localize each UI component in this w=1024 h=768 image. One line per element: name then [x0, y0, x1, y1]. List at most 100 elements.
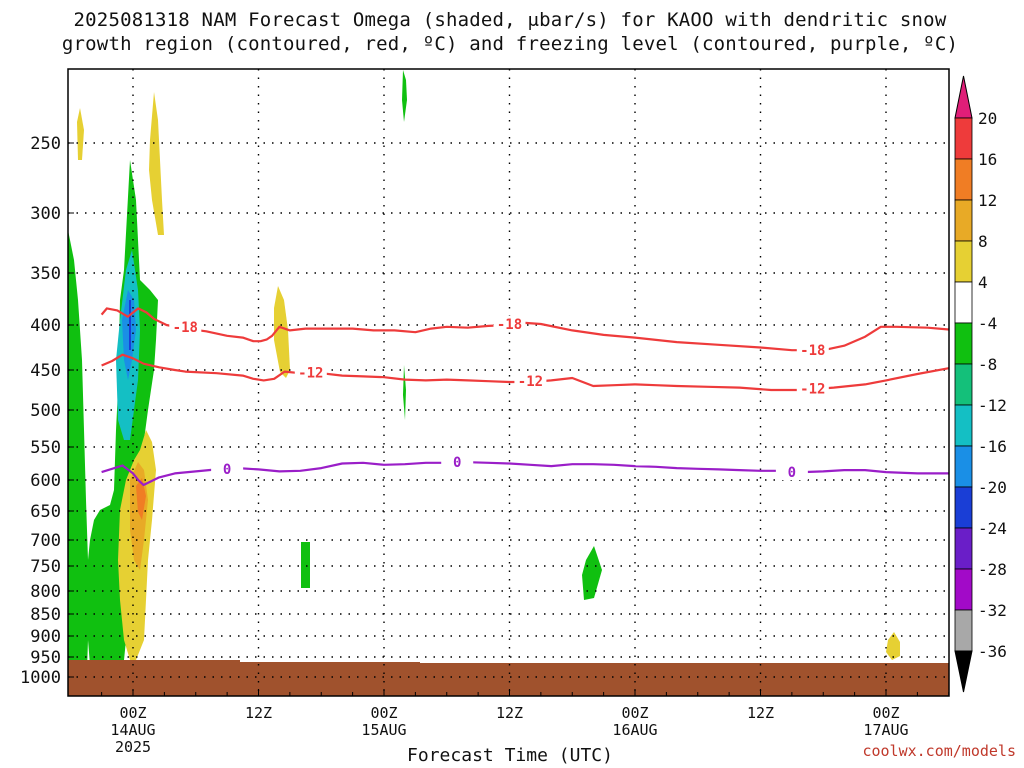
title-line-1: 2025081318 NAM Forecast Omega (shaded, μ… [73, 9, 947, 31]
contour-label-bg [493, 315, 526, 332]
omega-shading [68, 70, 949, 696]
chart-title: 2025081318 NAM Forecast Omega (shaded, μ… [0, 8, 1020, 56]
omega-orange-region [136, 478, 146, 520]
y-tick-label: 900 [30, 627, 61, 647]
colorbar-swatch [954, 527, 973, 570]
colorbar-swatch [954, 281, 973, 324]
omega-green-region [402, 70, 407, 122]
x-tick-date: 17AUG [863, 721, 908, 739]
colorbar-label: 4 [978, 273, 988, 292]
omega-yellow-region [274, 286, 290, 378]
temperature-contours: -18 -18 -18 -12 -12 -12 0 0 0 [100, 307, 949, 487]
colorbar-label: -24 [978, 519, 1007, 538]
omega-yellow-region [886, 632, 900, 660]
y-tick-label: 700 [30, 531, 61, 551]
contour-label: 0 [788, 465, 796, 481]
contour-label-bg [211, 460, 244, 477]
y-tick-label: 600 [30, 471, 61, 491]
y-tick-label: 850 [30, 605, 61, 625]
y-tick-label: 350 [30, 264, 61, 284]
colorbar-label: 8 [978, 232, 988, 251]
colorbar-label: 12 [978, 191, 997, 210]
plot-frame [67, 68, 950, 697]
contour-label: 0 [223, 462, 231, 478]
x-tick-year: 2025 [115, 738, 151, 756]
colorbar-swatch [954, 322, 973, 365]
colorbar-swatch [954, 158, 973, 201]
colorbar-bottom-arrow [954, 650, 973, 693]
contour-label-bg [169, 318, 202, 335]
colorbar-label: -32 [978, 601, 1007, 620]
colorbar-swatch [954, 117, 973, 160]
contour-label: -18 [173, 320, 198, 336]
terrain-below-ground [68, 660, 949, 696]
colorbar-label: -12 [978, 396, 1007, 415]
contour-label-bg [514, 373, 547, 390]
omega-green-region [301, 542, 310, 588]
y-tick-label: 950 [30, 648, 61, 668]
y-tick-label: 1000 [20, 668, 61, 688]
y-tick-label: 650 [30, 502, 61, 522]
colorbar-label: -20 [978, 478, 1007, 497]
x-tick-label: 12Z [245, 704, 272, 722]
y-tick-label: 550 [30, 438, 61, 458]
colorbar-swatch [954, 568, 973, 611]
credit-text: coolwx.com/models [862, 742, 1016, 760]
omega-yellow-region [149, 92, 164, 235]
y-tick-label: 300 [30, 204, 61, 224]
omega-yellow-region [77, 108, 84, 160]
y-tick-label: 250 [30, 134, 61, 154]
colorbar-label: -8 [978, 355, 997, 374]
colorbar-label: 16 [978, 150, 997, 169]
contour-label: 0 [453, 455, 461, 471]
dgz-contour [101, 353, 949, 392]
title-line-2: growth region (contoured, red, ºC) and f… [61, 33, 959, 55]
x-tick-label: 00Z [872, 704, 899, 722]
contour-label: -12 [298, 365, 323, 381]
colorbar-swatch [954, 445, 973, 488]
contour-label: -12 [800, 381, 825, 397]
y-tick-label: 400 [30, 316, 61, 336]
y-tick-label: 800 [30, 582, 61, 602]
x-tick-label: 00Z [621, 704, 648, 722]
omega-green-region [403, 365, 406, 420]
colorbar-label: -16 [978, 437, 1007, 456]
x-axis-title: Forecast Time (UTC) [407, 745, 613, 766]
colorbar-label: -36 [978, 642, 1007, 661]
x-tick-date: 15AUG [361, 721, 406, 739]
contour-label-bg [775, 464, 808, 481]
omega-dark-blue-region [129, 300, 131, 350]
y-tick-label: 450 [30, 361, 61, 381]
omega-green-region [582, 546, 602, 600]
contour-label: -12 [518, 374, 543, 390]
colorbar-swatch [954, 240, 973, 283]
y-tick-label: 500 [30, 401, 61, 421]
x-tick-label: 00Z [370, 704, 397, 722]
colorbar-swatch [954, 486, 973, 529]
colorbar-swatch [954, 199, 973, 242]
contour-label-bg [294, 364, 327, 381]
colorbar-label: -28 [978, 560, 1007, 579]
contour-label: -18 [497, 317, 522, 333]
colorbar-top-arrow [954, 75, 973, 119]
colorbar-swatch [954, 363, 973, 406]
contour-label-bg [441, 454, 474, 471]
colorbar-swatch [954, 609, 973, 652]
colorbar-label: -4 [978, 314, 997, 333]
colorbar: 20 16 12 8 4 -4 -8 -12 -16 -20 -24 -28 -32 -36 [954, 75, 1007, 693]
x-tick-date: 16AUG [612, 721, 657, 739]
x-tick-label: 12Z [496, 704, 523, 722]
y-tick-label: 750 [30, 557, 61, 577]
dgz-contour [100, 307, 949, 352]
contour-label-bg [796, 342, 829, 359]
contour-label-bg [796, 380, 829, 397]
contour-label: -18 [800, 343, 825, 359]
x-tick-label: 12Z [747, 704, 774, 722]
colorbar-label: 20 [978, 109, 997, 128]
colorbar-swatch [954, 404, 973, 447]
x-tick-label: 00Z [119, 704, 146, 722]
y-axis: 2503003504004505005506006507007508008509… [20, 134, 74, 688]
x-tick-date: 14AUG [110, 721, 155, 739]
